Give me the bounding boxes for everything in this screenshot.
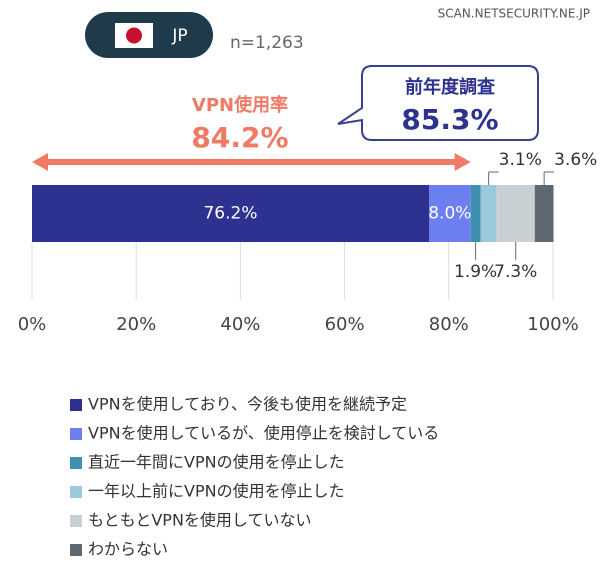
value-label: 7.3% <box>494 262 537 282</box>
sample-size: n=1,263 <box>230 33 304 53</box>
legend-label: 直近一年間にVPNの使用を停止した <box>88 453 345 472</box>
legend-swatch <box>70 399 82 411</box>
bar-segment <box>32 185 430 242</box>
legend-swatch <box>70 457 82 469</box>
x-tick-label: 60% <box>325 314 365 335</box>
bar-segment <box>429 185 471 242</box>
legend-label: VPNを使用しており、今後も使用を継続予定 <box>88 395 407 414</box>
bar-segment <box>480 185 497 242</box>
callout <box>337 65 539 141</box>
value-label: 1.9% <box>454 262 497 282</box>
x-tick-label: 100% <box>527 314 578 335</box>
x-tick-label: 40% <box>220 314 260 335</box>
legend-label: VPNを使用しているが、使用停止を検討している <box>88 424 439 443</box>
callout-title: 前年度調査 <box>405 76 495 98</box>
bar-segment <box>534 185 554 242</box>
legend-label: 一年以上前にVPNの使用を停止した <box>88 482 345 501</box>
legend-label: わからない <box>88 540 168 559</box>
legend-swatch <box>70 544 82 556</box>
source: SCAN.NETSECURITY.NE.JP <box>438 7 590 21</box>
flag-sun <box>126 27 142 44</box>
value-label: 8.0% <box>428 204 471 224</box>
bar-segment <box>496 185 535 242</box>
x-tick-label: 0% <box>18 314 47 335</box>
bar-segment <box>470 185 481 242</box>
legend-swatch <box>70 486 82 498</box>
country: JP <box>171 26 187 46</box>
x-tick-label: 80% <box>429 314 469 335</box>
callout-value: 85.3% <box>401 103 498 136</box>
legend-label: もともとVPNを使用していない <box>88 511 311 530</box>
x-tick-label: 20% <box>116 314 156 335</box>
legend-swatch <box>70 428 82 440</box>
usage-title: VPN使用率 <box>192 94 288 116</box>
value-label: 76.2% <box>203 204 257 224</box>
arrow-head <box>454 153 471 171</box>
usage-value: 84.2% <box>191 121 288 154</box>
value-label: 3.1% <box>499 150 542 170</box>
arrow-head <box>32 153 48 171</box>
value-label: 3.6% <box>554 150 597 170</box>
legend-swatch <box>70 515 82 527</box>
